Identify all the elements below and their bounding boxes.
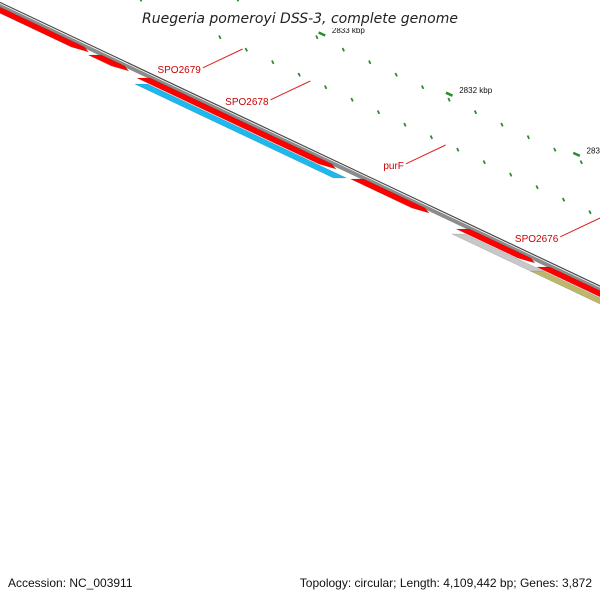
inner-tick-dot [482,160,486,165]
gene-label: SPO2678 [225,97,269,108]
kbp-tick-label: 2832 kbp [459,86,492,95]
inner-tick-dot [403,122,407,127]
outer-tick-dot [368,60,372,65]
accession-text: Accession: NC_003911 [8,576,133,590]
gene-spo2675 [451,233,546,273]
inner-tick-dot [244,47,248,52]
outer-tick-dot [579,160,583,165]
outer-tick-dot [500,122,504,127]
outer-tick-dot [421,85,425,90]
gene-purf [134,83,347,179]
gene-spo2675-forward [456,228,536,264]
gene-spo2676 [350,178,430,214]
inner-tick-dot [139,0,143,2]
kbp-tick-label: 2831 kbp [587,146,600,155]
inner-tick-dot [509,172,513,177]
kbp-tick-label: 2833 kbp [332,26,365,35]
inner-tick-dot [218,35,222,40]
footer-background [0,570,600,600]
topology-text: Topology: circular; Length: 4,109,442 bp… [300,576,593,590]
gene-spo2678-arrow [88,54,130,72]
gene-spo2679 [0,6,90,53]
inner-tick-dot [350,97,354,102]
title-background [160,4,460,28]
kbp-tick-mark [572,151,581,158]
gene-rada-forward [536,266,600,298]
outer-tick-dot [236,0,240,2]
inner-tick-dot [297,72,301,77]
kbp-tick-mark [445,91,454,97]
outer-tick-dot [553,147,557,152]
inner-tick-dot [376,110,381,115]
gene-label: SPO2676 [515,234,559,245]
gene-label-leader [560,217,600,238]
gene-label-leader [202,48,243,69]
outer-tick-dot [315,35,319,40]
gene-rada [530,270,600,305]
gene-label: purF [383,161,404,172]
gene-purf-forward [136,77,337,170]
outer-tick-dot [447,97,451,102]
inner-tick-dot [429,135,433,140]
inner-tick-dot [324,85,328,90]
inner-tick-dot [271,60,275,65]
kbp-tick-mark [318,31,326,37]
inner-tick-dot [535,185,539,190]
inner-minor-ticks [139,0,592,215]
gene-labels: SPO2679SPO2678purFSPO2676SPO2675radASPO2… [157,48,600,245]
gene-label: SPO2679 [157,65,201,76]
inner-tick-dot [588,210,592,215]
outer-tick-dot [341,47,345,52]
outer-tick-dot [473,110,478,115]
inner-tick-dot [456,147,460,152]
gene-label-leader [405,144,446,165]
map-title: Ruegeria pomeroyi DSS-3, complete genome [142,11,458,27]
outer-tick-dot [394,72,398,77]
outer-tick-dot [526,135,530,140]
gene-label-leader [270,80,311,101]
inner-tick-dot [561,197,566,202]
